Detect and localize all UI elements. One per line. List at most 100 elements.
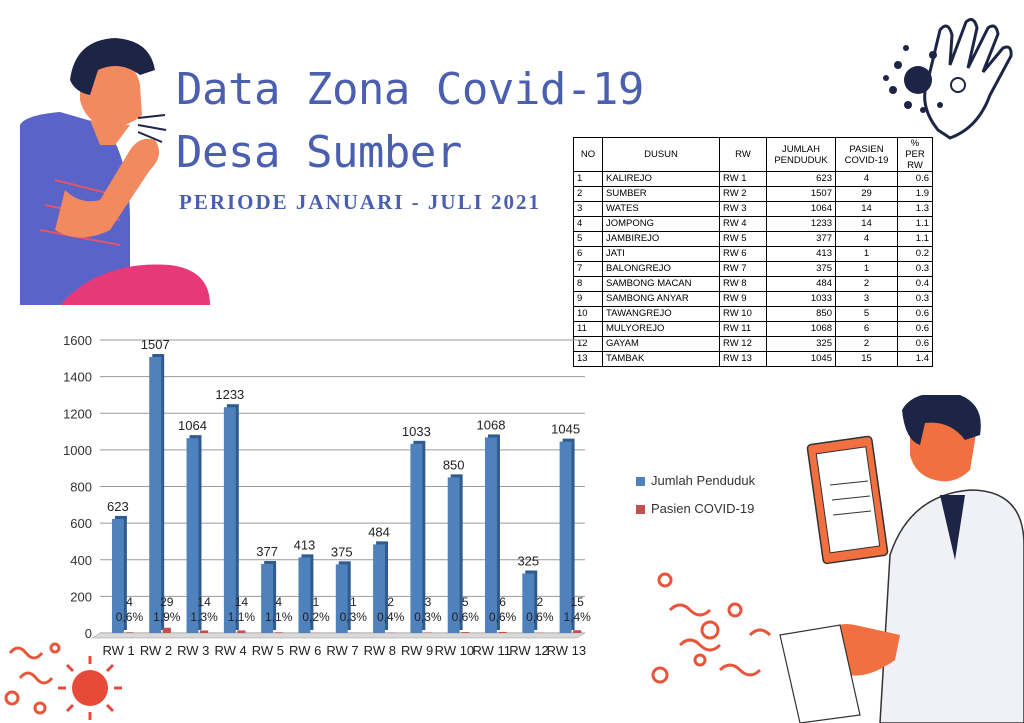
y-tick-label: 800 xyxy=(70,480,92,495)
data-label-population: 1233 xyxy=(215,387,244,402)
bar-patients xyxy=(461,632,470,633)
data-label-percent: 0,3% xyxy=(340,610,368,624)
bar-population xyxy=(447,477,460,633)
data-label-percent: 0,2% xyxy=(302,610,330,624)
data-label-patients: 4 xyxy=(275,595,282,609)
data-label-percent: 0,6% xyxy=(526,610,554,624)
bar-population xyxy=(223,407,236,633)
data-label-population: 1507 xyxy=(141,337,170,352)
bar-patients xyxy=(162,627,171,633)
data-label-percent: 1,1% xyxy=(228,610,256,624)
row-patients: 15 xyxy=(835,351,898,367)
x-tick-label: RW 13 xyxy=(547,643,587,658)
x-tick-label: RW 12 xyxy=(509,643,549,658)
y-tick-label: 1200 xyxy=(63,406,92,421)
data-label-population: 1068 xyxy=(477,417,506,432)
data-label-percent: 0,4% xyxy=(377,610,405,624)
data-label-percent: 0,6% xyxy=(489,610,517,624)
data-label-percent: 1,4% xyxy=(563,610,591,624)
data-label-patients: 5 xyxy=(462,595,469,609)
table-header-row: NO DUSUN RW JUMLAH PENDUDUK PASIEN COVID… xyxy=(573,137,933,172)
bar-patients xyxy=(423,632,433,633)
chart-floor xyxy=(91,632,586,639)
bar-population xyxy=(298,557,311,633)
row-percent: 0.3 xyxy=(897,261,933,277)
table-row: 7 BALONGREJO RW 7 375 1 0.3 xyxy=(573,261,933,277)
data-label-population: 484 xyxy=(368,524,390,539)
legend-swatch-patients xyxy=(636,505,645,515)
bar-population xyxy=(335,564,348,633)
bar-patients xyxy=(573,630,582,633)
bar-patients xyxy=(125,632,134,633)
table-row: 9 SAMBONG ANYAR RW 9 1033 3 0.3 xyxy=(573,291,933,307)
row-dusun: TAMBAK xyxy=(602,351,720,367)
data-label-percent: 1,1% xyxy=(265,610,293,624)
bar-population xyxy=(111,518,124,633)
x-tick-label: RW 8 xyxy=(364,643,396,658)
header-patients: PASIEN COVID-19 xyxy=(835,137,898,172)
bar-patients xyxy=(498,631,507,633)
page-title-line2: Desa Sumber xyxy=(176,127,462,178)
y-tick-label: 0 xyxy=(85,626,92,641)
table-row: 2 SUMBER RW 2 1507 29 1.9 xyxy=(573,186,933,202)
bar-patients xyxy=(199,630,209,633)
x-tick-label: RW 7 xyxy=(326,643,358,658)
row-percent: 1.4 xyxy=(897,351,933,367)
header-rw: RW xyxy=(719,137,767,172)
covid-data-table: NO DUSUN RW JUMLAH PENDUDUK PASIEN COVID… xyxy=(573,137,933,367)
row-rw: RW 13 xyxy=(719,351,767,367)
data-label-patients: 6 xyxy=(499,595,506,609)
coughing-man-illustration xyxy=(20,38,210,305)
y-tick-label: 1400 xyxy=(63,370,92,385)
header-dusun: DUSUN xyxy=(602,137,720,172)
row-percent: 0.3 xyxy=(897,291,933,307)
data-label-percent: 0,6% xyxy=(452,610,480,624)
data-label-population: 377 xyxy=(256,544,278,559)
x-tick-label: RW 11 xyxy=(472,643,511,658)
data-label-patients: 29 xyxy=(160,595,174,609)
bar-population xyxy=(186,438,199,633)
bar-population xyxy=(559,441,572,633)
data-label-patients: 4 xyxy=(126,595,133,609)
data-label-percent: 1,9% xyxy=(153,610,181,624)
data-label-patients: 14 xyxy=(235,595,249,609)
x-tick-label: RW 6 xyxy=(289,643,321,658)
data-label-population: 623 xyxy=(107,499,129,514)
bar-patients xyxy=(237,630,246,633)
data-label-percent: 0,3% xyxy=(414,610,442,624)
x-tick-label: RW 9 xyxy=(401,643,433,658)
data-label-population: 1045 xyxy=(551,422,580,437)
header-percent: % PER RW xyxy=(897,137,933,172)
data-label-patients: 3 xyxy=(425,595,432,609)
data-label-patients: 1 xyxy=(350,595,357,609)
data-label-patients: 15 xyxy=(570,595,584,609)
bar-patients xyxy=(274,632,283,633)
data-label-population: 413 xyxy=(294,537,316,552)
table-row: 12 GAYAM RW 12 325 2 0.6 xyxy=(573,336,933,352)
x-tick-label: RW 2 xyxy=(140,643,172,658)
data-label-patients: 2 xyxy=(387,595,394,609)
x-tick-label: RW 5 xyxy=(252,643,284,658)
virus-hand-illustration xyxy=(883,18,1013,140)
legend-item-population: Jumlah Penduduk xyxy=(636,473,755,488)
y-tick-label: 1000 xyxy=(63,443,92,458)
data-label-population: 375 xyxy=(331,544,353,559)
bar-population xyxy=(522,573,535,633)
legend-swatch-population xyxy=(636,477,645,487)
data-label-patients: 2 xyxy=(537,595,544,609)
data-label-patients: 1 xyxy=(313,595,320,609)
table-row: 4 JOMPONG RW 4 1233 14 1.1 xyxy=(573,216,933,232)
period-subtitle: PERIODE JANUARI - JULI 2021 xyxy=(179,190,542,214)
bar-population xyxy=(410,443,423,633)
y-tick-label: 1600 xyxy=(63,333,92,348)
data-label-patients: 14 xyxy=(197,595,211,609)
data-label-population: 850 xyxy=(443,457,465,472)
legend-item-patients: Pasien COVID-19 xyxy=(636,501,754,516)
data-label-percent: 1,3% xyxy=(190,610,218,624)
table-row: 8 SAMBONG MACAN RW 8 484 2 0.4 xyxy=(573,276,933,292)
table-row: 13 TAMBAK RW 13 1045 15 1.4 xyxy=(573,351,933,367)
x-tick-label: RW 4 xyxy=(214,643,246,658)
x-tick-label: RW 1 xyxy=(103,643,135,658)
doctor-clipboard-illustration xyxy=(651,395,1024,723)
